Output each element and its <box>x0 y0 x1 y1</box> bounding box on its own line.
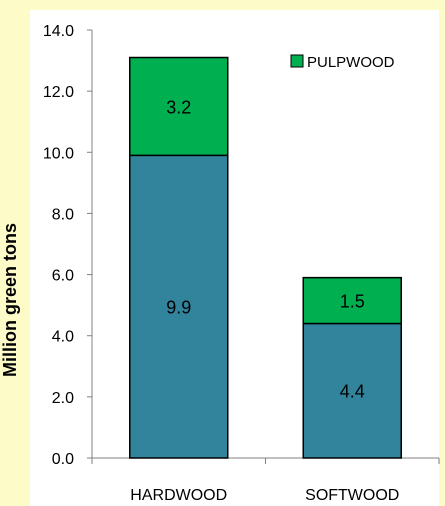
bar-segment <box>302 276 402 325</box>
chart-right-border <box>439 0 445 506</box>
y-axis-label: Million green tons <box>0 223 20 377</box>
y-tick-label: 12.0 <box>43 84 74 101</box>
bar-segment <box>129 154 229 459</box>
x-category-label: SOFTWOOD <box>305 487 399 504</box>
data-label: 9.9 <box>166 298 191 318</box>
y-tick-label: 2.0 <box>52 390 74 407</box>
y-axis-label-group: Million green tons <box>0 223 20 377</box>
y-tick-label: 4.0 <box>52 329 74 346</box>
x-category-label: HARDWOOD <box>130 487 227 504</box>
chart-header-strip <box>0 0 445 10</box>
legend-label: PULPWOOD <box>307 54 395 71</box>
axes: 0.0 2.0 4.0 6.0 8.0 10.0 12.0 14.0 HARDWOOD SOFTW… <box>43 23 440 504</box>
data-label: 3.2 <box>166 97 191 117</box>
legend-swatch <box>290 54 304 68</box>
bar-segment <box>129 56 229 157</box>
y-tick-label: 10.0 <box>43 145 74 162</box>
y-tick-label: 6.0 <box>52 268 74 285</box>
legend: PULPWOOD <box>290 54 395 71</box>
data-label: 4.4 <box>340 382 365 402</box>
y-tick-label: 14.0 <box>43 23 74 40</box>
bars <box>129 56 402 459</box>
y-tick-label: 8.0 <box>52 206 74 223</box>
value-labels: 9.9 3.2 4.4 1.5 <box>166 97 365 401</box>
data-label: 1.5 <box>340 292 365 312</box>
y-tick-label: 0.0 <box>52 451 74 468</box>
